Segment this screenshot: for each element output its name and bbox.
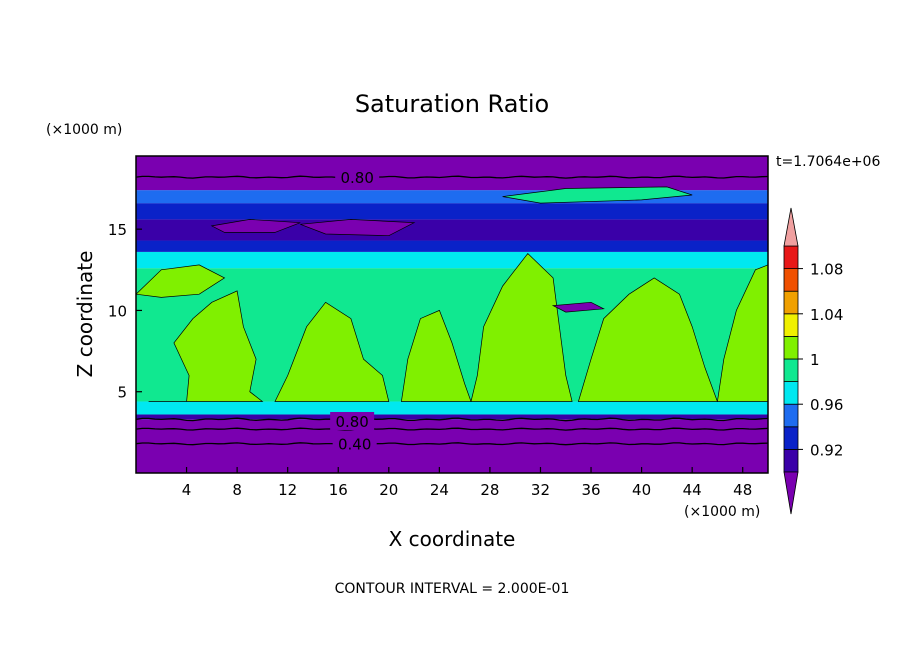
contour-line-0.60	[135, 427, 769, 431]
contour-label-bg	[332, 434, 377, 453]
y-axis: 5 10 15	[108, 221, 142, 402]
contour-line-0.80-upper	[135, 175, 769, 179]
supersat-region-7	[136, 264, 226, 298]
contour-band-0	[136, 419, 768, 473]
x-tick-label: 48	[733, 481, 752, 499]
colorbar-swatch	[783, 245, 799, 270]
x-tick-label: 20	[379, 481, 398, 499]
x-unit-label: (×1000 m)	[684, 504, 760, 520]
x-tick-label: 40	[632, 481, 651, 499]
colorbar-swatch	[783, 381, 799, 405]
contour-band-1	[136, 414, 768, 420]
colorbar-upper-extend	[783, 207, 799, 247]
colorbar-swatch	[783, 358, 799, 383]
colorbar-label: 1.08	[810, 261, 843, 279]
supersat-region-5	[577, 277, 718, 402]
time-label: t=1.7064e+06	[776, 154, 880, 170]
colorbar-swatch	[783, 313, 799, 337]
dry-patch-3	[551, 301, 605, 313]
colorbar-swatch	[783, 426, 799, 450]
dry-patch-2	[300, 219, 416, 237]
x-axis: 4 8 12 16 20 24 28 32 36 40 44 48	[182, 467, 752, 499]
colorbar-label: 0.96	[810, 396, 843, 414]
supersat-region-6	[716, 264, 768, 402]
colorbar-label: 0.92	[810, 441, 843, 459]
contour-line-0.40	[135, 442, 769, 446]
contour-label-bg	[335, 168, 380, 187]
contour-band-9	[136, 156, 768, 191]
x-tick-label: 16	[329, 481, 348, 499]
colorbar-lower-extend	[783, 471, 799, 515]
x-tick-label: 24	[430, 481, 449, 499]
y-tick-label: 10	[108, 302, 127, 320]
supersat-region-4	[470, 252, 573, 402]
contour-band-7	[136, 203, 768, 220]
contour-lines: 0.80 0.80 0.40	[135, 168, 769, 454]
x-axis-label: X coordinate	[389, 527, 516, 551]
upper-saturated-lens	[502, 186, 693, 204]
y-tick-label: 5	[117, 384, 127, 402]
x-tick-label: 12	[278, 481, 297, 499]
colorbar-swatch	[783, 290, 799, 315]
chart-title: Saturation Ratio	[355, 90, 549, 118]
contour-band-4	[136, 251, 768, 269]
dry-patch-1	[210, 219, 301, 233]
colorbar-label: 1.04	[810, 306, 843, 324]
y-tick-label: 15	[108, 221, 127, 239]
x-tick-label: 44	[683, 481, 702, 499]
y-axis-label: Z coordinate	[73, 251, 97, 378]
x-tick-label: 32	[531, 481, 550, 499]
contour-band-5	[136, 240, 768, 252]
supersat-region-1	[148, 290, 264, 402]
x-tick-label: 4	[182, 481, 192, 499]
contour-line-0.80-lower	[135, 417, 769, 422]
plot-frame	[135, 155, 769, 474]
supersat-region-3	[400, 309, 472, 402]
colorbar-swatch	[783, 268, 799, 292]
y-unit-label: (×1000 m)	[46, 122, 122, 138]
contour-interval-footer: CONTOUR INTERVAL = 2.000E-01	[335, 581, 570, 597]
contour-band-2	[136, 401, 768, 415]
colorbar-swatch	[783, 448, 799, 473]
contour-label-bg	[330, 411, 375, 430]
colorbar: 0.92 0.96 1 1.04 1.08	[783, 207, 843, 515]
contour-label: 0.80	[340, 169, 373, 187]
contour-label: 0.40	[338, 436, 371, 454]
colorbar-label: 1	[810, 351, 820, 369]
x-tick-label: 28	[480, 481, 499, 499]
supersat-region-2	[274, 301, 390, 402]
colorbar-swatch	[783, 335, 799, 360]
x-tick-label: 8	[232, 481, 242, 499]
contour-label: 0.80	[335, 413, 368, 431]
contour-plot-area	[136, 156, 768, 473]
x-tick-label: 36	[581, 481, 600, 499]
colorbar-swatch	[783, 403, 799, 428]
